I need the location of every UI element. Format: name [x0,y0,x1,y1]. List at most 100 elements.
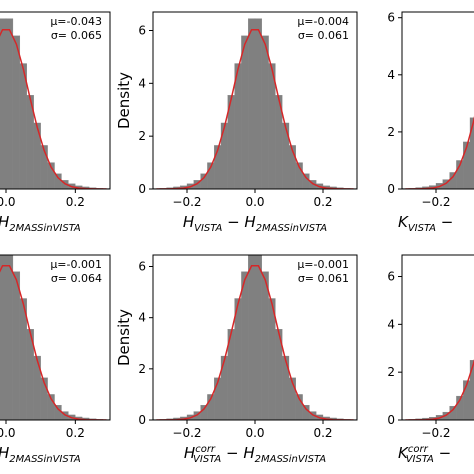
x-label-part: VISTA [194,223,222,234]
x-tick-label: 0.0 [245,426,264,440]
bar [0,255,7,420]
bar [5,255,14,420]
annotation: μ=-0.001 [297,258,349,271]
panel: −0.20.00246KcorrVISTA − [387,254,474,465]
y-axis-label: Density [115,309,133,366]
x-label-part: K [398,444,409,462]
bar [449,405,457,420]
fit-curve [156,28,354,189]
y-tick-label: 6 [138,23,146,37]
panel: −0.2 0.0 0.2 0 2 4 6 Density Hcorr VISTA − H2MASS… [115,254,358,465]
x-tick-label: 0.0 [0,426,16,440]
annotation: μ=-0.004 [297,15,349,28]
plot-area [0,255,110,420]
annotation: μ=-0.001 [50,258,102,271]
y-tick-label: 6 [387,270,395,284]
bar [12,271,21,420]
bar [5,18,14,189]
x-tick-label: 0.0 [0,195,16,209]
fit-curve [405,116,474,189]
bar [54,173,62,189]
x-label-part: VISTA [193,454,221,465]
x-tick-label: −0.2 [421,426,450,440]
x-label-part: 2MASSinVISTA [9,223,81,234]
annotation: σ= 0.064 [51,272,102,285]
bar [469,117,474,189]
x-axis-label: Kcorr VISTA − [398,444,451,465]
y-tick-label: 4 [387,68,395,82]
axes-frame [401,254,474,421]
x-label-part: H [183,213,194,231]
fit-curve [0,28,107,189]
bar [302,405,310,420]
bar [261,271,269,420]
x-label-part: corr [195,444,216,455]
x-label-part: K [398,213,409,231]
x-tick-label: 0.2 [66,426,85,440]
x-tick-label: 0.0 [245,195,264,209]
panel: −0.2 0.0 0.2 0 2 4 6 Density HVISTA − H2MASSinVI… [115,11,358,234]
x-tick-label: −0.2 [421,195,450,209]
bar [54,405,62,420]
x-axis-label: H2MASSinVISTA [0,213,81,234]
x-tick-label: −0.2 [172,426,201,440]
y-axis-label: Density [115,72,133,129]
bar [248,255,256,420]
x-label-part: 2MASSinVISTA [255,454,327,465]
panel: −0.20.00246KVISTA − [387,11,474,234]
plot-area [0,18,110,189]
y-tick-label: 4 [138,311,146,325]
bar [261,35,269,189]
plot-area [153,255,357,420]
bar [12,35,21,189]
x-label-part: − [436,213,453,231]
bar [248,18,256,189]
bar [449,172,457,189]
bar [200,405,208,420]
fit-curve [0,264,107,420]
x-tick-label: 0.2 [313,195,332,209]
plot-area [402,358,474,420]
annotation: σ= 0.065 [51,29,102,42]
bar [254,255,262,420]
y-tick-label: 6 [387,11,395,25]
y-tick-label: 6 [138,260,146,274]
x-tick-label: 0.2 [313,426,332,440]
bar [0,18,7,189]
annotation: μ=-0.043 [50,15,102,28]
x-label-part: − H [221,444,254,462]
bar [241,35,249,189]
bar [200,173,208,189]
x-label-part: H [0,444,9,462]
x-label-part: 2MASSinVISTA [9,454,81,465]
x-label-part: VISTA [408,223,436,234]
x-label-part: VISTA [406,454,434,465]
x-label-part: H [184,444,195,462]
plot-area [402,116,474,189]
y-tick-label: 0 [138,182,146,196]
x-axis-label: HVISTA − H2MASSinVISTA [183,213,327,234]
x-axis-label: Hcorr VISTA − H2MASSinVISTA [184,444,326,465]
x-tick-label: 0.2 [66,195,85,209]
y-tick-label: 0 [387,182,395,196]
y-tick-label: 2 [138,362,146,376]
y-tick-label: 4 [387,317,395,331]
fit-curve [156,264,354,420]
x-label-part: corr [408,444,429,455]
fit-curve [405,358,474,420]
x-label-part: 2MASSinVISTA [256,223,328,234]
plot-area [153,18,357,189]
y-tick-label: 0 [138,413,146,427]
y-tick-label: 2 [387,365,395,379]
x-axis-label: KVISTA − [398,213,453,234]
x-label-part: H [0,213,9,231]
y-tick-label: 4 [138,76,146,90]
y-tick-label: 2 [387,125,395,139]
y-tick-label: 2 [138,129,146,143]
x-label-part: − [434,444,451,462]
bar [302,173,310,189]
x-label-part: − H [222,213,255,231]
